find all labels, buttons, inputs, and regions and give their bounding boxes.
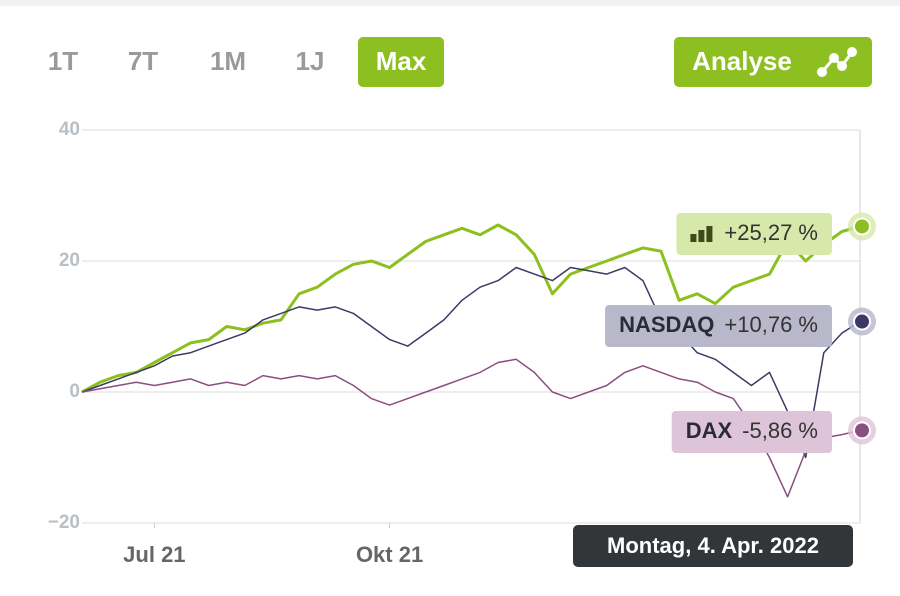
range-buttons: 1T 7T 1M 1J Max — [48, 37, 444, 87]
end-label-box — [605, 305, 832, 347]
end-label-value: +10,76 % — [724, 312, 818, 337]
range-button-bg[interactable] — [358, 37, 444, 87]
range-button[interactable]: 7T — [128, 46, 158, 76]
x-tick-label: Okt 21 — [356, 542, 423, 567]
end-label-box — [676, 213, 832, 255]
top-strip — [0, 0, 900, 6]
end-dot — [853, 312, 871, 331]
y-tick-label: −20 — [48, 512, 80, 533]
end-label: +25,27 % — [676, 213, 832, 255]
range-button[interactable]: 1T — [48, 46, 78, 76]
end-dot — [853, 217, 871, 236]
bar-icon — [690, 234, 697, 242]
series-line — [81, 223, 861, 394]
series-line — [81, 266, 861, 459]
end-label-value: +25,27 % — [724, 220, 818, 245]
end-label: +10,76 % NASDAQ — [605, 305, 832, 347]
y-tick-label: 0 — [69, 381, 80, 402]
x-tick-label: Jul 21 — [123, 542, 185, 567]
end-label-box — [671, 411, 832, 453]
legend-name: DAX — [686, 418, 733, 443]
end-label-value: -5,86 % — [742, 418, 818, 443]
legend-name: NASDAQ — [619, 312, 714, 337]
range-button[interactable]: 1M — [210, 46, 246, 76]
series-line — [81, 358, 861, 498]
analyse-label: Analyse — [692, 46, 792, 76]
analyse-icon — [817, 47, 857, 77]
end-dot — [853, 421, 871, 440]
y-tick-label: 40 — [59, 119, 80, 140]
end-label: -5,86 % DAX — [671, 411, 832, 453]
tooltip: Montag, 4. Apr. 2022 — [573, 525, 853, 567]
range-button[interactable]: 1J — [296, 46, 325, 76]
y-tick-label: 20 — [59, 250, 80, 271]
range-button[interactable]: Max — [376, 46, 427, 76]
tooltip-text: Montag, 4. Apr. 2022 — [607, 533, 819, 558]
bar-icon — [706, 226, 713, 242]
bar-icon — [698, 230, 705, 242]
